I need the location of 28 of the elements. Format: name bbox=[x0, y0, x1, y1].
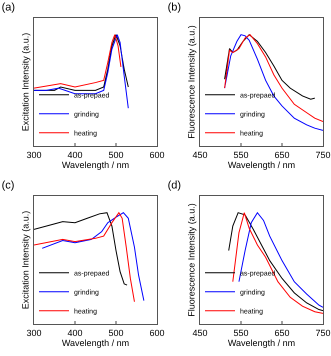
x-tick-label: 500 bbox=[108, 150, 124, 160]
x-tick-label: 600 bbox=[149, 150, 165, 160]
x-axis-title: Wavelength / nm bbox=[62, 160, 130, 170]
x-tick-label: 550 bbox=[233, 328, 249, 338]
y-axis-title: Fluorescence Intensity (a.u.) bbox=[186, 203, 196, 317]
x-tick-label: 450 bbox=[192, 328, 208, 338]
x-axis-title: Wavelength / nm bbox=[62, 338, 130, 348]
x-axis-title: Wavelength / nm bbox=[228, 338, 296, 348]
x-tick-label: 400 bbox=[67, 150, 83, 160]
x-tick-label: 450 bbox=[192, 150, 208, 160]
y-axis-title: Excitation Intensity (a.u.) bbox=[20, 32, 30, 132]
x-tick-label: 500 bbox=[108, 328, 124, 338]
x-tick-label: 600 bbox=[149, 328, 165, 338]
x-tick-label: 650 bbox=[274, 328, 290, 338]
chart-title: (b) bbox=[168, 1, 182, 14]
x-tick-label: 300 bbox=[26, 150, 42, 160]
x-tick-label: 300 bbox=[26, 328, 42, 338]
x-tick-label: 750 bbox=[315, 150, 331, 160]
chart-title: (d) bbox=[168, 179, 182, 192]
y-axis-title: Excitation Intensity (a.u.) bbox=[20, 210, 30, 310]
chart-title: (c) bbox=[2, 179, 14, 192]
y-axis-title: Fluorescence Intensity (a.u.) bbox=[186, 25, 196, 139]
x-tick-label: 650 bbox=[274, 150, 290, 160]
x-tick-label: 400 bbox=[67, 328, 83, 338]
chart-title: (a) bbox=[2, 1, 16, 14]
x-tick-label: 550 bbox=[233, 150, 249, 160]
x-tick-label: 750 bbox=[315, 328, 331, 338]
x-axis-title: Wavelength / nm bbox=[228, 160, 296, 170]
